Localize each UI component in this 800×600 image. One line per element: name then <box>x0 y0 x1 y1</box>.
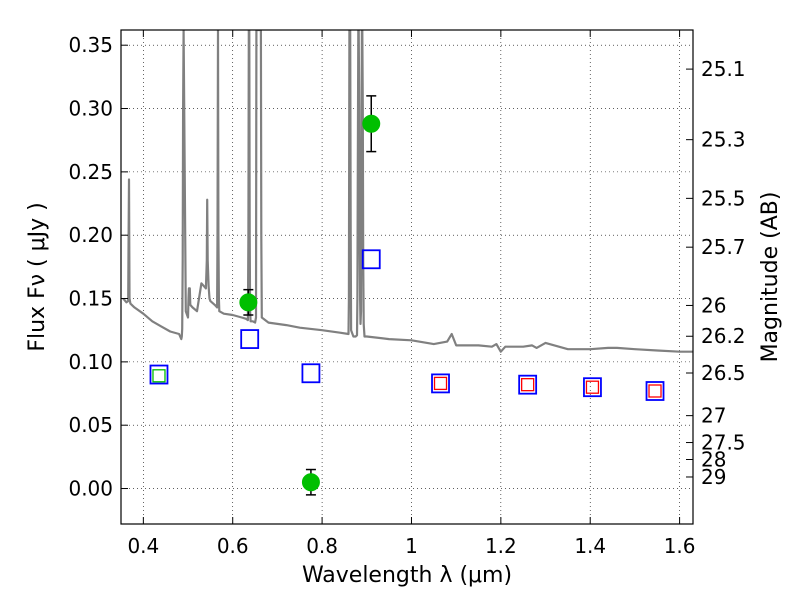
y-tick-label: 0.20 <box>68 223 113 247</box>
x-tick-label: 1 <box>405 534 418 558</box>
x-tick-label: 0.8 <box>306 534 338 558</box>
model-small-square-marker <box>152 369 166 383</box>
y-tick-label: 0.10 <box>68 350 113 374</box>
model-square-marker <box>645 381 665 401</box>
model-small-square-marker <box>433 376 448 391</box>
photometry-point <box>239 293 258 312</box>
model-small-square-marker <box>521 378 535 392</box>
mag-tick-label: 27.5 <box>701 431 746 455</box>
y-axis-label: Flux Fν ( μJy ) <box>25 202 50 351</box>
model-small-square-marker <box>585 380 600 394</box>
axis-ticks: 0.4 0.6 0.8 1 1.2 1.4 1.6 0.00 0.05 0.10 0.15 0.20 0… <box>68 30 746 558</box>
mag-tick-label: 27 <box>701 404 726 428</box>
model-square-marker <box>518 374 538 395</box>
model-square-marker <box>583 377 602 398</box>
model-square-marker <box>301 363 321 384</box>
series-layer <box>122 30 693 496</box>
plot-frame <box>120 29 694 525</box>
mag-tick-label: 25.7 <box>701 235 746 259</box>
y-tick-label: 0.05 <box>68 413 113 437</box>
y-tick-label: 0.35 <box>68 33 113 57</box>
mag-tick-label: 25.1 <box>701 57 746 81</box>
photometry-point <box>301 473 320 492</box>
mag-tick-label: 26.5 <box>701 361 746 385</box>
y-tick-label: 0.00 <box>68 477 113 501</box>
x-tick-label: 1.4 <box>574 534 606 558</box>
mag-tick-label: 28 <box>701 448 726 472</box>
mag-tick-label: 25.5 <box>701 186 746 210</box>
model-small-square-marker <box>648 384 662 398</box>
model-square-marker <box>149 364 169 385</box>
mag-tick-label: 26.2 <box>701 324 746 348</box>
x-tick-label: 1.6 <box>664 534 696 558</box>
model-square-marker <box>431 373 450 394</box>
x-tick-label: 0.4 <box>127 534 159 558</box>
y-tick-label: 0.15 <box>68 287 113 311</box>
y-tick-label: 0.25 <box>68 160 113 184</box>
x-axis-label: Wavelength λ (μm) <box>302 563 512 588</box>
grid-lines <box>121 30 693 524</box>
spectrum-line <box>122 30 693 353</box>
y2-axis-label: Magnitude (AB) <box>758 192 783 363</box>
photometry-point <box>362 114 381 133</box>
mag-tick-label: 29 <box>701 465 726 489</box>
mag-tick-label: 25.3 <box>701 128 746 152</box>
mag-tick-label: 26 <box>701 293 726 317</box>
x-tick-label: 0.6 <box>217 534 249 558</box>
x-tick-label: 1.2 <box>485 534 517 558</box>
y-tick-label: 0.30 <box>68 97 113 121</box>
model-square-marker <box>240 329 260 349</box>
model-square-marker <box>361 249 381 270</box>
